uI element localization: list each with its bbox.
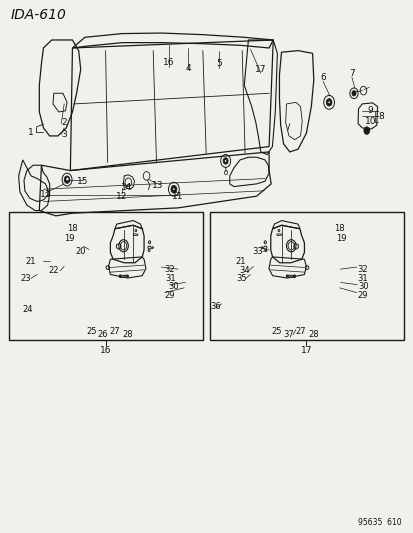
Circle shape: [64, 176, 70, 183]
Circle shape: [172, 188, 175, 191]
Text: 13: 13: [151, 181, 163, 190]
Text: 11: 11: [172, 192, 183, 200]
Text: 16: 16: [100, 346, 112, 355]
Text: 31: 31: [356, 274, 367, 283]
Circle shape: [325, 99, 331, 106]
Text: 34: 34: [238, 266, 249, 275]
Text: 26: 26: [97, 330, 108, 339]
Circle shape: [293, 276, 294, 277]
Text: 21: 21: [25, 257, 36, 265]
Text: 32: 32: [164, 265, 175, 273]
Text: 18: 18: [333, 224, 344, 232]
Text: 5: 5: [216, 60, 222, 68]
Circle shape: [126, 275, 128, 277]
Text: 25: 25: [271, 327, 281, 336]
Text: 24: 24: [22, 305, 33, 313]
Text: 18: 18: [67, 224, 78, 232]
Text: 9: 9: [367, 107, 373, 115]
Text: 29: 29: [356, 292, 367, 300]
Text: 19: 19: [64, 235, 75, 243]
Text: 16: 16: [163, 59, 174, 67]
Text: 17: 17: [300, 346, 311, 355]
Text: 33: 33: [252, 247, 262, 256]
Text: 21: 21: [235, 257, 246, 265]
Circle shape: [286, 275, 287, 277]
Text: 6: 6: [319, 73, 325, 82]
Bar: [9, 212, 202, 340]
Text: 28: 28: [307, 330, 318, 339]
Text: 30: 30: [357, 282, 368, 291]
Text: 14: 14: [120, 183, 132, 192]
Text: 27: 27: [295, 327, 306, 336]
Text: 7: 7: [348, 69, 354, 78]
Circle shape: [224, 159, 226, 163]
Text: 30: 30: [168, 282, 179, 291]
Text: 15: 15: [77, 177, 88, 185]
Text: 31: 31: [165, 274, 176, 283]
Circle shape: [66, 177, 69, 181]
Text: 29: 29: [164, 292, 175, 300]
Text: 22: 22: [48, 266, 59, 275]
Circle shape: [119, 276, 121, 277]
Text: 2: 2: [61, 118, 67, 127]
Text: 32: 32: [356, 265, 367, 273]
Text: 95635  610: 95635 610: [357, 518, 401, 527]
Text: 37: 37: [282, 330, 293, 339]
Text: 4: 4: [185, 64, 191, 72]
Text: 3: 3: [61, 131, 67, 139]
Text: 20: 20: [75, 247, 86, 256]
Circle shape: [351, 91, 355, 96]
Text: 25: 25: [86, 327, 97, 336]
Circle shape: [223, 158, 228, 164]
Text: 35: 35: [235, 274, 246, 282]
Bar: [210, 212, 403, 340]
Text: 28: 28: [122, 330, 133, 339]
Text: IDA-610: IDA-610: [10, 8, 66, 22]
Text: 23: 23: [20, 274, 31, 282]
Text: 17: 17: [254, 65, 266, 74]
Text: 19: 19: [335, 235, 346, 243]
Text: 11: 11: [40, 190, 51, 199]
Circle shape: [327, 101, 330, 104]
Circle shape: [171, 185, 176, 193]
Circle shape: [363, 127, 369, 134]
Text: 10: 10: [364, 117, 375, 126]
Text: 8: 8: [377, 112, 383, 120]
Text: 1: 1: [28, 128, 34, 136]
Text: 12: 12: [116, 192, 128, 200]
Text: 36: 36: [209, 302, 220, 311]
Text: 27: 27: [109, 327, 120, 336]
